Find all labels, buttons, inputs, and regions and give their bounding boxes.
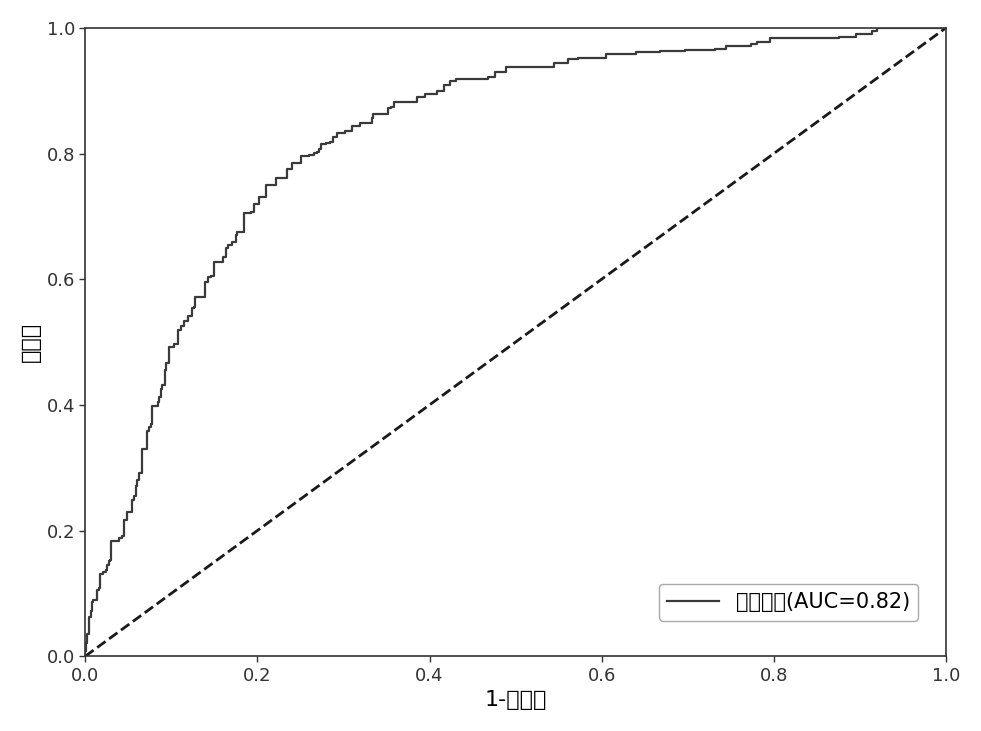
随机森林(AUC=0.82): [411, 97, 423, 106]
随机森林(AUC=0.82): [79, 652, 91, 661]
随机森林(AUC=0.82): [940, 23, 952, 32]
随机森林(AUC=0.82): [205, 272, 217, 281]
随机森林(AUC=0.82): [79, 649, 91, 658]
随机森林(AUC=0.82): [884, 23, 896, 32]
随机森林(AUC=0.82): [104, 557, 116, 566]
随机森林(AUC=0.82): [575, 53, 587, 62]
Line: 随机森林(AUC=0.82): 随机森林(AUC=0.82): [85, 28, 946, 656]
Y-axis label: 灵敏度: 灵敏度: [21, 322, 41, 362]
随机森林(AUC=0.82): [899, 23, 910, 32]
X-axis label: 1-特异性: 1-特异性: [485, 690, 546, 711]
Legend: 随机森林(AUC=0.82): 随机森林(AUC=0.82): [658, 584, 918, 621]
